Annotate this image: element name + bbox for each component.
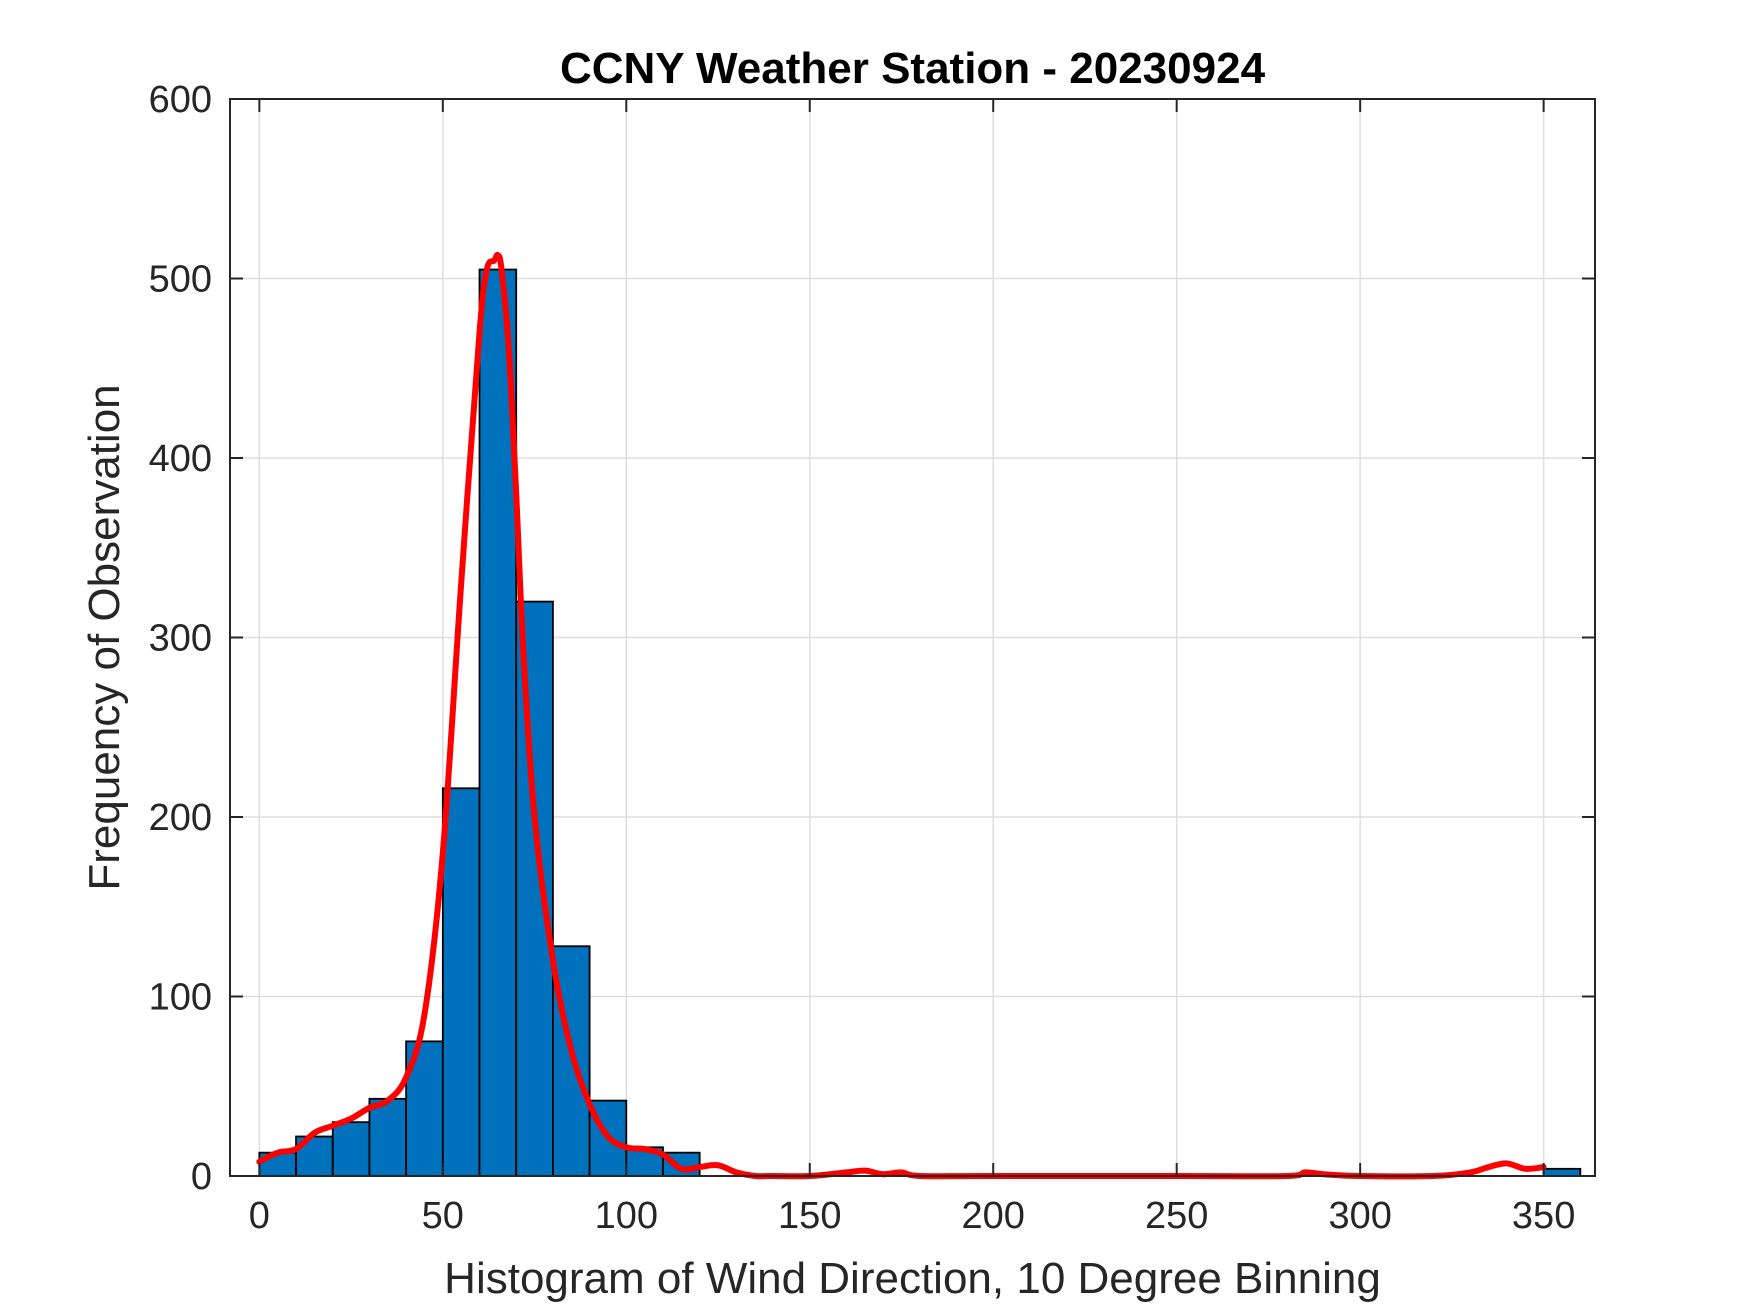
- x-tick-label: 50: [422, 1195, 464, 1237]
- x-tick-label: 150: [778, 1195, 841, 1237]
- y-tick-label: 0: [191, 1156, 212, 1198]
- histogram-bar: [515, 600, 554, 1177]
- histogram-bar: [368, 1097, 408, 1177]
- x-tick-label: 300: [1328, 1195, 1391, 1237]
- y-tick-label: 400: [149, 438, 212, 480]
- y-tick-label: 300: [149, 618, 212, 660]
- axis-ticks: [230, 98, 1595, 1177]
- y-tick-label: 200: [149, 797, 212, 839]
- tick-labels: 0 50 100 150 200 250 300 350 0 100 200 300 400 500 600: [149, 79, 1576, 1237]
- histogram-bar: [1542, 1167, 1582, 1177]
- x-tick-label: 250: [1145, 1195, 1208, 1237]
- x-tick-label: 200: [962, 1195, 1025, 1237]
- y-tick-label: 600: [149, 79, 212, 121]
- chart-title: CCNY Weather Station - 20230924: [560, 44, 1266, 93]
- grid: [230, 98, 1595, 1177]
- y-tick-label: 500: [149, 259, 212, 301]
- y-axis-label: Frequency of Observation: [80, 384, 129, 890]
- histogram-bar: [441, 787, 481, 1177]
- histogram-bar: [331, 1121, 371, 1177]
- x-axis-label: Histogram of Wind Direction, 10 Degree B…: [444, 1254, 1381, 1303]
- x-tick-label: 100: [595, 1195, 658, 1237]
- x-tick-label: 350: [1512, 1195, 1575, 1237]
- y-tick-label: 100: [149, 977, 212, 1019]
- x-tick-label: 0: [249, 1195, 270, 1237]
